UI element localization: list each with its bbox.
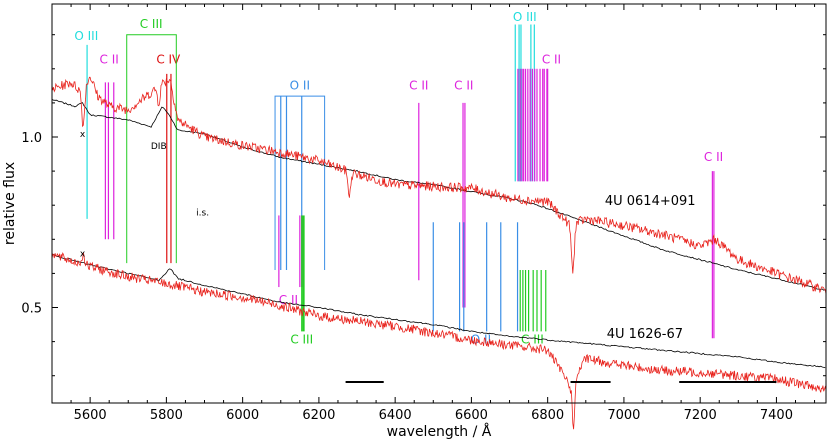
group-label: C II <box>454 78 473 92</box>
line-group: O III <box>74 29 98 219</box>
x-tick-label: 7400 <box>760 408 793 423</box>
line-group: O II <box>432 222 519 346</box>
x-tick-label: 5800 <box>150 408 183 423</box>
x-tick-label: 7200 <box>684 408 717 423</box>
group-label: O III <box>513 10 537 24</box>
axes: 5600 5800 6000 6200 6400 6600 6800 7000 7200 7400… <box>21 4 826 423</box>
line-group: C III <box>126 17 177 264</box>
group-label: C II <box>409 78 428 92</box>
feature-label: x <box>80 249 86 259</box>
x-tick-label: 7000 <box>607 408 640 423</box>
group-label: C II <box>542 53 561 67</box>
group-bracket <box>274 95 326 270</box>
observed-spectrum <box>51 252 827 430</box>
x-tick-label: 6000 <box>226 408 259 423</box>
group-label: C III <box>140 17 163 31</box>
group-label: C II <box>704 150 723 164</box>
x-tick-label: 6800 <box>531 408 564 423</box>
model-spectrum <box>51 99 826 291</box>
plot-frame <box>51 3 827 404</box>
line-group: C II <box>278 215 303 307</box>
y-axis-label: relative flux <box>2 162 18 245</box>
x-tick-label: 5600 <box>74 408 107 423</box>
source-label: 4U 1626-67 <box>607 327 683 342</box>
group-label: C IV <box>156 53 181 67</box>
observed-spectrum <box>51 76 827 295</box>
group-label: C III <box>521 332 544 346</box>
group-label: C III <box>290 332 313 346</box>
x-axis-label: wavelength / Å <box>387 423 492 440</box>
source-label: 4U 0614+091 <box>605 194 696 209</box>
spectra <box>51 76 827 430</box>
feature-label: DIB <box>151 142 167 152</box>
x-tick-label: 6200 <box>302 408 335 423</box>
line-group: C III <box>290 215 313 346</box>
y-tick-label: 0.5 <box>21 302 42 317</box>
group-label: O III <box>74 29 98 43</box>
line-group: C IV <box>156 53 181 264</box>
feature-label: i.s. <box>196 208 209 218</box>
line-group: C II <box>100 53 119 240</box>
annotations: 4U 0614+091 4U 1626-67 DIB i.s. x x <box>80 130 696 342</box>
x-tick-label: 6600 <box>455 408 488 423</box>
line-group: C II <box>409 78 428 281</box>
line-group: C II <box>517 53 561 182</box>
line-group: C II <box>454 78 473 308</box>
line-group: O III <box>513 10 537 182</box>
group-label: O II <box>290 78 310 92</box>
group-label: C II <box>279 293 298 307</box>
group-label: C II <box>100 53 119 67</box>
line-group: C III <box>519 270 547 346</box>
x-tick-label: 6400 <box>379 408 412 423</box>
line-group: C II <box>704 150 723 339</box>
feature-label: x <box>80 130 86 140</box>
y-tick-label: 1.0 <box>21 131 42 146</box>
group-bracket <box>126 34 177 264</box>
model-spectrum <box>51 253 826 369</box>
